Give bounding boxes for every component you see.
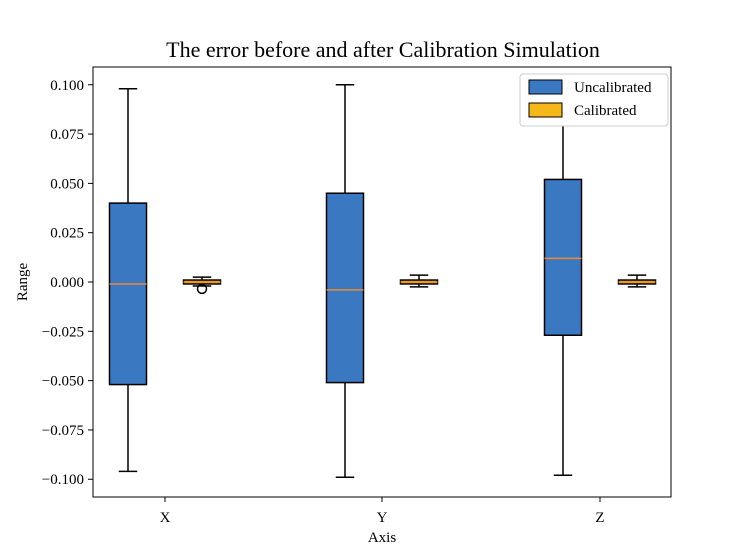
y-tick-label: −0.075 xyxy=(42,423,84,439)
box-calibrated-x xyxy=(182,276,222,295)
plot-frame xyxy=(92,66,672,498)
x-tick-label: Y xyxy=(377,510,388,526)
box-uncalibrated-y xyxy=(325,84,365,479)
legend-label-calibrated: Calibrated xyxy=(574,103,637,119)
legend-label-uncalibrated: Uncalibrated xyxy=(574,80,652,96)
boxes-layer xyxy=(108,84,657,479)
y-ticks: 0.100 0.075 0.050 0.025 0.000 −0.025 −0.050 −0.… xyxy=(42,78,93,488)
outlier-point xyxy=(196,283,208,295)
y-tick-label: 0.075 xyxy=(50,127,84,143)
legend-swatch-uncalibrated xyxy=(528,79,563,95)
y-tick-label: −0.025 xyxy=(42,324,84,340)
plot-area xyxy=(93,67,671,497)
legend: Uncalibrated Calibrated xyxy=(519,73,669,127)
box-uncalibrated-x xyxy=(108,87,148,473)
chart-title: The error before and after Calibration S… xyxy=(166,37,600,62)
box-calibrated-z xyxy=(617,274,657,288)
box-calibrated-y xyxy=(399,274,439,288)
legend-swatch-calibrated xyxy=(528,102,563,118)
y-axis-label: Range xyxy=(15,263,31,302)
box-body xyxy=(325,192,365,384)
y-tick-label: 0.050 xyxy=(50,176,84,192)
x-tick-label: Z xyxy=(595,510,604,526)
y-tick-label: −0.050 xyxy=(42,374,84,390)
y-tick-label: 0.100 xyxy=(50,78,84,94)
x-ticks: X Y Z xyxy=(160,497,605,526)
y-tick-label: 0.000 xyxy=(50,275,84,291)
x-axis-label: Axis xyxy=(368,530,397,546)
x-tick-label: X xyxy=(160,510,171,526)
box-body xyxy=(543,178,583,337)
y-tick-label: 0.025 xyxy=(50,226,84,242)
box-uncalibrated-z xyxy=(543,87,583,477)
y-tick-label: −0.100 xyxy=(42,472,84,488)
box-body xyxy=(108,202,148,386)
